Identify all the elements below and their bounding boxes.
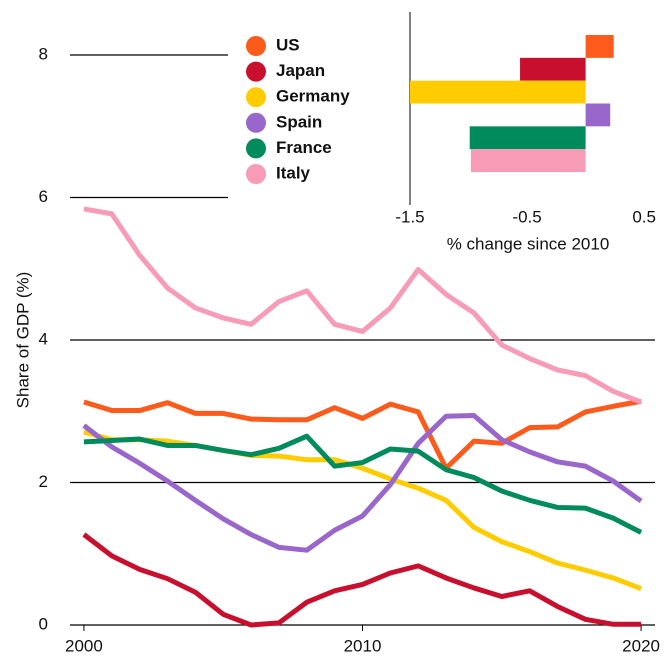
- legend-marker: [246, 112, 266, 133]
- line-series: [83, 398, 642, 471]
- y-tick-label: 6: [39, 187, 48, 206]
- line-series: [82, 532, 642, 628]
- x-tick-label: 2020: [622, 636, 660, 655]
- bar: [470, 149, 586, 172]
- bar: [585, 35, 614, 58]
- y-tick-label: 0: [39, 614, 48, 633]
- y-tick-label: 4: [39, 329, 48, 348]
- x-tick-label: -0.5: [512, 207, 541, 226]
- bar: [520, 57, 586, 81]
- legend-marker: [246, 164, 266, 184]
- x-tick-label: 2000: [65, 636, 103, 655]
- line-series: [83, 429, 642, 591]
- line-series: [83, 433, 643, 535]
- y-tick-label: 2: [39, 472, 48, 491]
- legend-marker: [246, 138, 266, 159]
- legend-label: Spain: [276, 112, 322, 131]
- bar: [469, 126, 586, 150]
- legend-marker: [246, 61, 266, 82]
- legend-marker: [246, 87, 266, 108]
- legend-label: Japan: [276, 61, 325, 80]
- legend-label: Germany: [276, 87, 350, 106]
- bar: [585, 103, 611, 127]
- y-tick-label: 8: [39, 44, 48, 63]
- x-tick-label: 2010: [344, 636, 382, 655]
- line-series: [82, 413, 643, 553]
- legend-label: US: [276, 35, 300, 54]
- x-tick-label: -1.5: [395, 207, 424, 226]
- x-tick-label: 0.5: [632, 207, 656, 226]
- legend-marker: [246, 36, 266, 56]
- x-axis-label: % change since 2010: [447, 234, 610, 253]
- bar: [410, 80, 586, 104]
- legend-label: Italy: [276, 163, 311, 182]
- legend-label: France: [276, 138, 332, 157]
- y-axis-label: Share of GDP (%): [13, 272, 32, 409]
- line-series: [83, 206, 642, 405]
